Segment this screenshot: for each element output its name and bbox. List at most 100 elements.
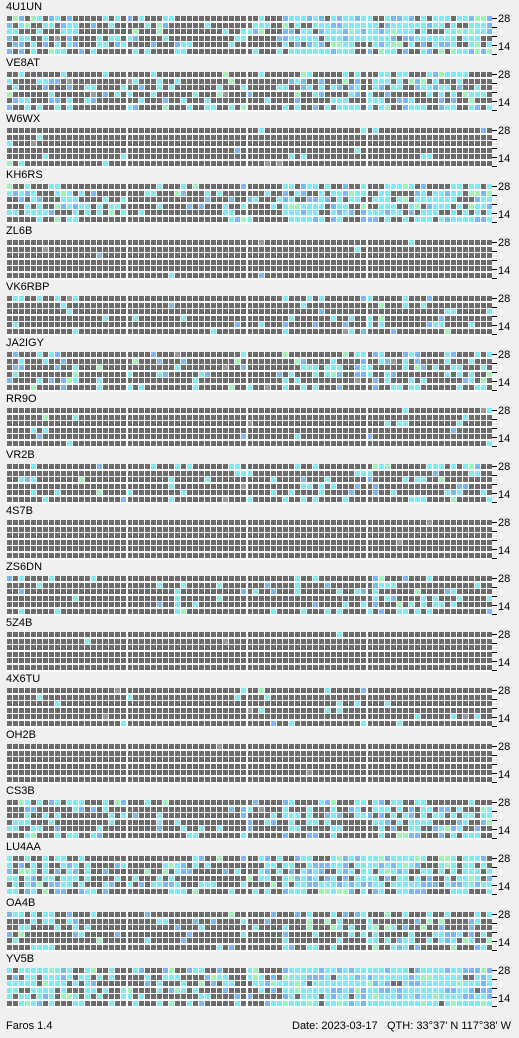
- grid-cell: [43, 527, 48, 532]
- grid-cell: [223, 16, 228, 21]
- grid-cell: [295, 546, 300, 551]
- grid-cell: [361, 385, 366, 390]
- grid-cell: [361, 533, 366, 538]
- grid-cell: [43, 42, 48, 47]
- grid-cell: [97, 316, 102, 321]
- grid-cell: [133, 533, 138, 538]
- grid-cell: [445, 217, 450, 222]
- grid-cell: [313, 49, 318, 54]
- grid-cell: [475, 415, 480, 420]
- grid-cell: [451, 266, 456, 271]
- grid-cell: [259, 135, 264, 140]
- grid-cell: [109, 540, 114, 545]
- grid-cell: [37, 36, 42, 41]
- grid-cell: [241, 161, 246, 166]
- grid-cell: [145, 23, 150, 28]
- grid-cell: [241, 322, 246, 327]
- grid-cell: [301, 527, 306, 532]
- grid-cell: [79, 309, 84, 314]
- grid-cell: [361, 210, 366, 215]
- grid-cell: [235, 553, 240, 558]
- grid-cell: [115, 240, 120, 245]
- grid-cell: [259, 105, 264, 110]
- grid-cell: [289, 204, 294, 209]
- grid-cell: [133, 49, 138, 54]
- grid-cell: [181, 316, 186, 321]
- grid-cell: [313, 484, 318, 489]
- grid-cell: [145, 464, 150, 469]
- grid-cell: [433, 372, 438, 377]
- grid-cell: [385, 329, 390, 334]
- grid-cell: [115, 197, 120, 202]
- grid-cell: [385, 260, 390, 265]
- grid-cell: [193, 309, 198, 314]
- grid-cell: [409, 428, 414, 433]
- grid-cell: [253, 16, 258, 21]
- grid-cell: [43, 92, 48, 97]
- grid-cell: [463, 497, 468, 502]
- grid-cell: [79, 352, 84, 357]
- grid-cell: [43, 154, 48, 159]
- grid-cell: [151, 464, 156, 469]
- grid-cell: [457, 29, 462, 34]
- grid-cell: [205, 79, 210, 84]
- grid-cell: [7, 72, 12, 77]
- grid-cell: [175, 520, 180, 525]
- grid-cell: [289, 161, 294, 166]
- grid-cell: [175, 322, 180, 327]
- grid-cell: [337, 266, 342, 271]
- grid-cell: [91, 161, 96, 166]
- band-axis: 28 14: [492, 126, 519, 168]
- grid-cell: [481, 148, 486, 153]
- grid-cell: [235, 253, 240, 258]
- grid-cell: [397, 247, 402, 252]
- grid-cell: [325, 204, 330, 209]
- grid-cell: [361, 42, 366, 47]
- grid-cell: [241, 240, 246, 245]
- grid-cell: [361, 309, 366, 314]
- hour-divider: [127, 128, 128, 168]
- grid-cell: [79, 441, 84, 446]
- grid-cell: [295, 378, 300, 383]
- grid-cell: [133, 42, 138, 47]
- grid-cell: [97, 217, 102, 222]
- grid-cell: [217, 553, 222, 558]
- grid-cell: [127, 36, 132, 41]
- grid-cell: [127, 161, 132, 166]
- grid-cell: [85, 533, 90, 538]
- grid-cell: [229, 533, 234, 538]
- grid-cell: [277, 434, 282, 439]
- grid-cell: [211, 105, 216, 110]
- grid-cell: [97, 240, 102, 245]
- grid-cell: [223, 408, 228, 413]
- grid-cell: [349, 240, 354, 245]
- grid-cell: [415, 266, 420, 271]
- axis-tick: [492, 437, 497, 438]
- grid-cell: [79, 79, 84, 84]
- grid-cell: [169, 247, 174, 252]
- grid-cell: [19, 540, 24, 545]
- grid-cell: [427, 471, 432, 476]
- grid-cell: [37, 309, 42, 314]
- grid-cell: [487, 240, 492, 245]
- grid-cell: [403, 490, 408, 495]
- grid-cell: [169, 477, 174, 482]
- grid-cell: [367, 161, 372, 166]
- grid-cell: [37, 385, 42, 390]
- grid-cell: [463, 184, 468, 189]
- grid-cell: [181, 204, 186, 209]
- grid-cell: [463, 210, 468, 215]
- grid-cell: [403, 217, 408, 222]
- grid-cell: [109, 184, 114, 189]
- grid-cell: [349, 329, 354, 334]
- grid-cell: [355, 141, 360, 146]
- grid-cell: [337, 29, 342, 34]
- grid-cell: [145, 210, 150, 215]
- grid-cell: [265, 471, 270, 476]
- grid-cell: [205, 42, 210, 47]
- grid-cell: [247, 296, 252, 301]
- grid-cell: [361, 527, 366, 532]
- grid-cell: [391, 266, 396, 271]
- grid-cell: [43, 359, 48, 364]
- grid-cell: [451, 72, 456, 77]
